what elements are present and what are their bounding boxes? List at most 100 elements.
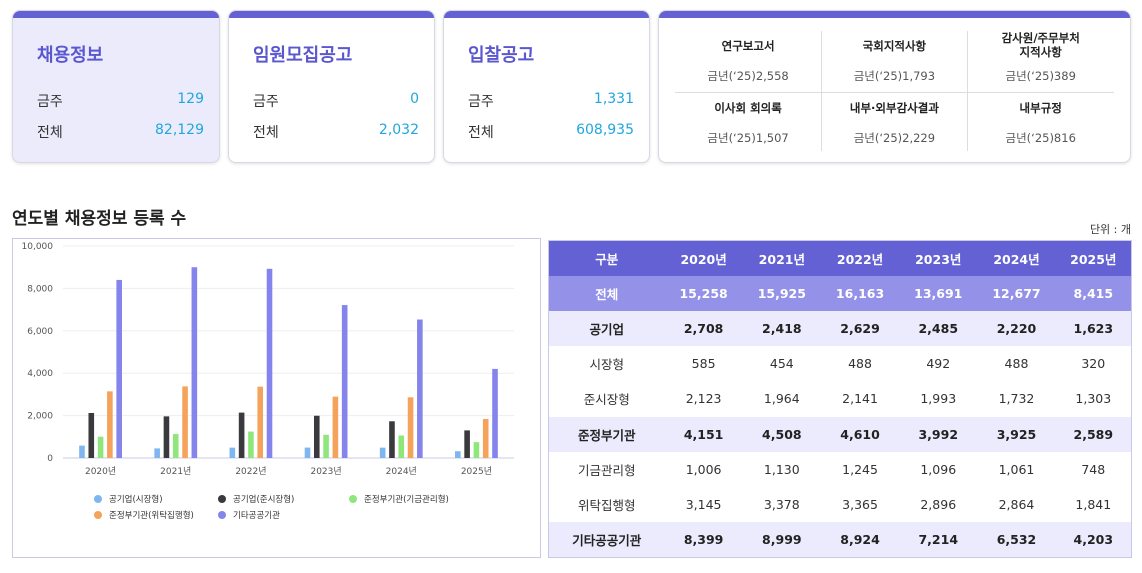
summary-count: 금년(‘25)2,558 (707, 69, 789, 83)
x-tick-label: 2024년 (386, 466, 417, 477)
summary-name: 이사회 회의록 (714, 101, 782, 115)
table-cell: 3,992 (899, 416, 978, 452)
table-row: 공기업 2,708 2,418 2,629 2,485 2,220 1,623 (548, 310, 1132, 346)
x-tick-label: 2020년 (85, 466, 116, 477)
table-cell: 1,006 (685, 461, 722, 477)
table-cell: 1,061 (998, 461, 1035, 477)
column-header: 2023년 (899, 240, 978, 276)
summary-count: 금년(‘25)1,793 (853, 69, 936, 83)
table-cell: 488 (1004, 356, 1029, 372)
bar (248, 431, 254, 458)
legend-marker (349, 495, 357, 503)
table-row: 기타공공기관 8,399 8,999 8,924 7,214 6,532 4,203 (548, 522, 1132, 558)
table-cell: 8,999 (742, 522, 821, 558)
summary-name: 감사원/주무부처 지적사항 (1001, 31, 1080, 59)
table-cell: 2,629 (820, 310, 900, 346)
table-cell: 585 (691, 356, 716, 372)
table-cell: 준시장형 (583, 392, 630, 408)
week-value: 0 (410, 91, 419, 107)
bar (492, 368, 498, 458)
bar (172, 434, 179, 458)
table-cell: 1,130 (763, 461, 800, 477)
card-title: 채용정보 (37, 45, 104, 66)
bar (229, 447, 236, 458)
table-cell: 2,589 (1055, 416, 1132, 452)
total-label: 전체 (253, 125, 279, 141)
bar (455, 451, 461, 458)
table-cell: 492 (926, 356, 951, 372)
table-cell: 2,220 (977, 310, 1056, 346)
table-cell: 기타공공기관 (548, 522, 665, 558)
bar (154, 448, 160, 458)
bar (473, 442, 480, 458)
summary-item[interactable]: 국회지적사항 금년(‘25)1,793 (821, 31, 967, 91)
column-header: 2025년 (1055, 240, 1132, 276)
legend-marker (218, 511, 226, 519)
legend-marker (94, 495, 102, 503)
legend-label: 준정부기관(위탁집행형) (109, 510, 194, 521)
bar (323, 434, 329, 458)
legend-label: 공기업(시장형) (109, 494, 163, 505)
table-cell: 6,532 (977, 522, 1056, 558)
table-cell: 3,365 (842, 497, 878, 513)
week-label: 금주 (253, 94, 279, 110)
x-tick-label: 2023년 (310, 466, 341, 477)
x-tick-label: 2025년 (461, 466, 492, 477)
table-cell: 2,896 (920, 497, 957, 513)
summary-item[interactable]: 감사원/주무부처 지적사항 금년(‘25)389 (968, 31, 1114, 91)
table-cell: 15,925 (742, 275, 821, 311)
table-cell: 12,677 (977, 275, 1056, 311)
week-label: 금주 (37, 94, 63, 110)
bar (332, 396, 339, 458)
bar (482, 418, 489, 458)
bar (464, 430, 470, 458)
table-row: 위탁집행형 3,145 3,378 3,365 2,896 2,864 1,841 (549, 487, 1132, 522)
table-cell: 8,924 (820, 522, 900, 558)
legend-label: 준정부기관(기금관리형) (364, 494, 449, 505)
table-cell: 2,485 (899, 310, 978, 346)
legend-label: 공기업(준시장형) (233, 494, 294, 505)
legend-marker (94, 511, 102, 519)
week-value: 129 (177, 91, 204, 107)
card-title: 입찰공고 (468, 45, 535, 66)
table-cell: 3,145 (685, 497, 722, 513)
summary-count: 금년(‘25)1,507 (707, 131, 789, 145)
table-cell: 4,151 (664, 416, 743, 452)
table-cell: 준정부기관 (548, 416, 665, 452)
table-cell: 1,096 (920, 461, 957, 477)
x-tick-label: 2022년 (235, 466, 266, 477)
y-tick-label: 4,000 (27, 369, 53, 379)
table-cell: 1,964 (763, 391, 800, 407)
stat-card[interactable]: 채용정보 금주 129 전체 82,129 (12, 10, 220, 163)
table-cell: 2,708 (664, 310, 743, 346)
summary-item[interactable]: 내부·외부감사결과 금년(‘25)2,229 (821, 93, 967, 153)
table-cell: 7,214 (899, 522, 978, 558)
stat-card[interactable]: 임원모집공고 금주 0 전체 2,032 (228, 10, 435, 163)
bar (341, 305, 348, 458)
summary-item[interactable]: 이사회 회의록 금년(‘25)1,507 (675, 93, 821, 153)
summary-count: 금년(‘25)389 (1005, 69, 1076, 83)
total-label: 전체 (468, 125, 494, 141)
table-cell: 8,399 (664, 522, 743, 558)
summary-item[interactable]: 연구보고서 금년(‘25)2,558 (675, 31, 821, 91)
summary-name: 내부규정 (1019, 101, 1062, 115)
bar (163, 416, 170, 458)
bar (107, 391, 113, 458)
summary-item[interactable]: 내부규정 금년(‘25)816 (968, 93, 1114, 153)
bar (313, 415, 320, 458)
table-cell: 2,864 (998, 497, 1035, 513)
unit-label: 단위 : 개 (1089, 223, 1131, 236)
bar (257, 386, 264, 458)
table-cell: 454 (769, 356, 794, 372)
table-cell: 13,691 (899, 275, 978, 311)
bar (182, 386, 188, 458)
stats-table: 구분 2020년 2021년 2022년 2023년 2024년 2025년 전체 15,258… (548, 240, 1132, 558)
table-cell: 시장형 (589, 357, 624, 373)
y-tick-label: 2,000 (27, 412, 53, 422)
summary-count: 금년(‘25)816 (1005, 131, 1076, 145)
table-row: 시장형 585 454 488 492 488 320 (549, 346, 1132, 381)
table-cell: 기금관리형 (577, 462, 636, 478)
column-header: 2022년 (820, 240, 900, 276)
stat-card[interactable]: 입찰공고 금주 1,331 전체 608,935 (443, 10, 650, 163)
y-tick-label: 10,000 (22, 242, 54, 252)
